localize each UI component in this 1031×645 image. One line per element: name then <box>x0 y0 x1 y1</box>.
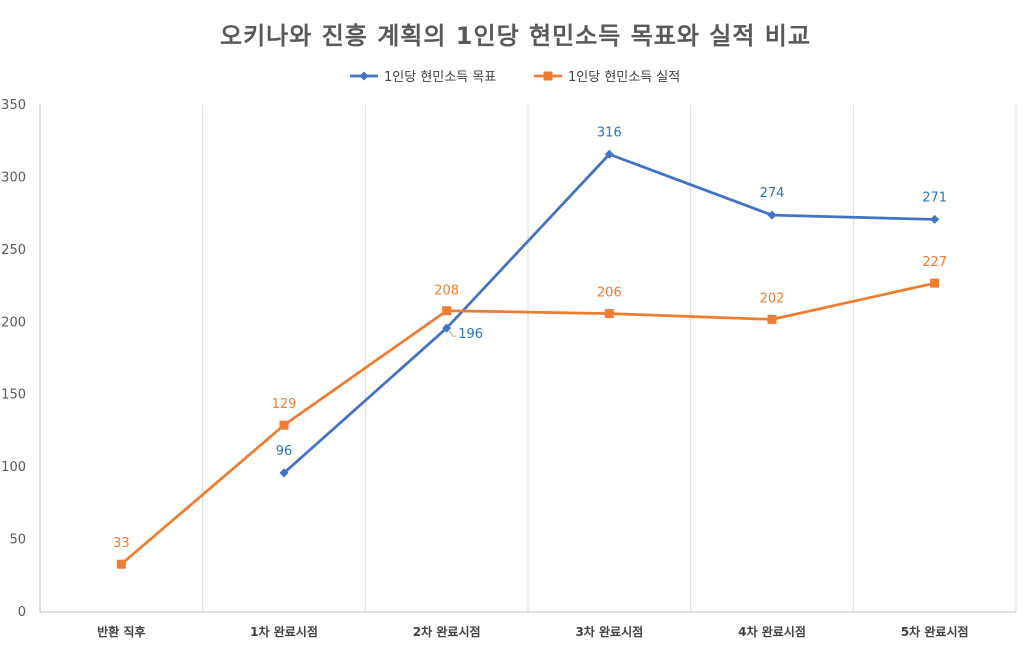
label-leader-line <box>449 330 457 337</box>
legend-entry: 1인당 현민소득 실적 <box>568 70 680 85</box>
x-tick-label: 3차 완료시점 <box>575 624 643 639</box>
y-axis-tick-labels: 0 50 100 150 200 250 300 350 <box>1 98 26 620</box>
x-tick-label: 5차 완료시점 <box>901 624 969 639</box>
data-label: 271 <box>922 190 947 205</box>
y-tick-label: 0 <box>18 605 26 620</box>
x-tick-label: 4차 완료시점 <box>738 624 806 639</box>
data-point-marker <box>604 149 614 159</box>
data-point-marker <box>930 214 940 224</box>
grid-lines <box>202 105 1017 612</box>
data-label: 196 <box>458 327 483 342</box>
y-tick-label: 250 <box>1 243 26 258</box>
data-label: 206 <box>597 286 622 301</box>
data-point-marker <box>279 420 289 430</box>
y-tick-label: 100 <box>1 460 26 475</box>
x-tick-label: 2차 완료시점 <box>413 624 481 639</box>
series-line <box>120 281 935 566</box>
data-point-marker <box>543 71 553 81</box>
data-point-marker <box>930 278 940 288</box>
y-tick-label: 200 <box>1 315 26 330</box>
data-point-marker <box>767 314 777 324</box>
data-label: 227 <box>922 255 947 270</box>
data-point-marker <box>116 559 126 569</box>
legend: 1인당 현민소득 목표 1인당 현민소득 실적 <box>350 70 680 85</box>
data-point-marker <box>442 323 452 333</box>
y-tick-label: 50 <box>9 533 26 548</box>
chart-title: 오키나와 진흥 계획의 1인당 현민소득 목표와 실적 비교 <box>220 22 811 50</box>
legend-entry: 1인당 현민소득 목표 <box>384 70 496 85</box>
data-point-marker <box>604 309 614 319</box>
data-point-marker <box>279 468 289 478</box>
x-axis-tick-labels: 반환 직후 1차 완료시점 2차 완료시점 3차 완료시점 4차 완료시점 5차 완료시점 <box>97 624 968 639</box>
data-label: 129 <box>272 397 297 412</box>
data-label: 96 <box>276 444 293 459</box>
series-markers <box>116 149 940 569</box>
data-label: 202 <box>760 291 785 306</box>
y-tick-label: 150 <box>1 388 26 403</box>
data-label: 208 <box>434 284 459 299</box>
x-tick-label: 1차 완료시점 <box>250 624 318 639</box>
data-label: 316 <box>597 125 622 140</box>
data-label: 33 <box>113 536 130 551</box>
data-point-marker <box>767 210 777 220</box>
x-tick-label: 반환 직후 <box>97 624 145 639</box>
data-label: 274 <box>760 186 785 201</box>
data-labels: 96 196 316 274 271 33 129 208 206 202 227 <box>113 125 947 551</box>
data-point-marker <box>359 71 369 81</box>
y-tick-label: 350 <box>1 98 26 113</box>
data-point-marker <box>442 306 452 316</box>
axes <box>39 105 1016 613</box>
y-tick-label: 300 <box>1 170 26 185</box>
